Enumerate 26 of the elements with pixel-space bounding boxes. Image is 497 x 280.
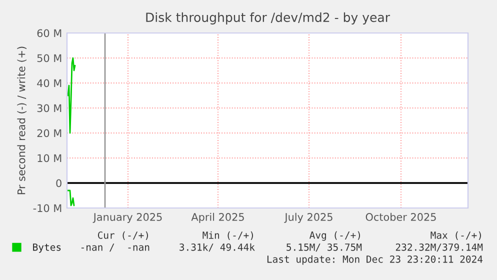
- y-tick-label: -10 M: [33, 204, 62, 212]
- x-tick-label: July 2025: [284, 212, 332, 223]
- text: 232.32M/379.14M: [396, 243, 483, 252]
- chart-title: Disk throughput for /dev/md2 - by year: [146, 12, 390, 24]
- y-tick-label: 30 M: [37, 104, 62, 112]
- text: Last update: Mon Dec 23 23:20:11 2024: [267, 255, 483, 265]
- x-tick-label: April 2025: [191, 212, 244, 223]
- y-tick-label: 10 M: [38, 154, 62, 162]
- line-series: [67, 57, 76, 134]
- x-tick-label: January 2025: [92, 213, 162, 223]
- y-tick-label: 50 M: [37, 54, 62, 62]
- y-axis-title: Pr second read (-) / write (+): [17, 46, 26, 194]
- text: Max (-/+): [430, 231, 481, 240]
- text: Min (-/+): [202, 231, 253, 240]
- legend-label: Bytes: [33, 244, 61, 253]
- y-tick-label: 0: [56, 179, 62, 188]
- text: 5.15M/ 35.75M: [286, 243, 362, 252]
- text: -nan / -nan: [81, 244, 150, 252]
- y-tick-label: 40 M: [37, 79, 62, 88]
- text: Avg (-/+): [310, 231, 360, 241]
- y-tick-label: 60 M: [37, 29, 62, 38]
- y-tick-label: 20 M: [37, 129, 62, 138]
- text: 3.31k/ 49.44k: [180, 243, 255, 252]
- text: Cur (-/+): [98, 231, 148, 240]
- x-tick-label: October 2025: [366, 212, 436, 221]
- line-series: [67, 190, 75, 206]
